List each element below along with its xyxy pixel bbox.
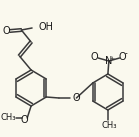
Text: O: O bbox=[2, 26, 10, 36]
Text: CH₃: CH₃ bbox=[1, 113, 17, 122]
Text: CH₃: CH₃ bbox=[101, 121, 117, 129]
Text: O: O bbox=[119, 52, 126, 62]
Text: N: N bbox=[105, 56, 113, 66]
Text: O: O bbox=[20, 115, 28, 125]
Text: -: - bbox=[125, 49, 128, 58]
Text: +: + bbox=[110, 55, 115, 61]
Text: O: O bbox=[73, 93, 80, 103]
Text: OH: OH bbox=[39, 22, 54, 32]
Text: O: O bbox=[90, 52, 98, 62]
